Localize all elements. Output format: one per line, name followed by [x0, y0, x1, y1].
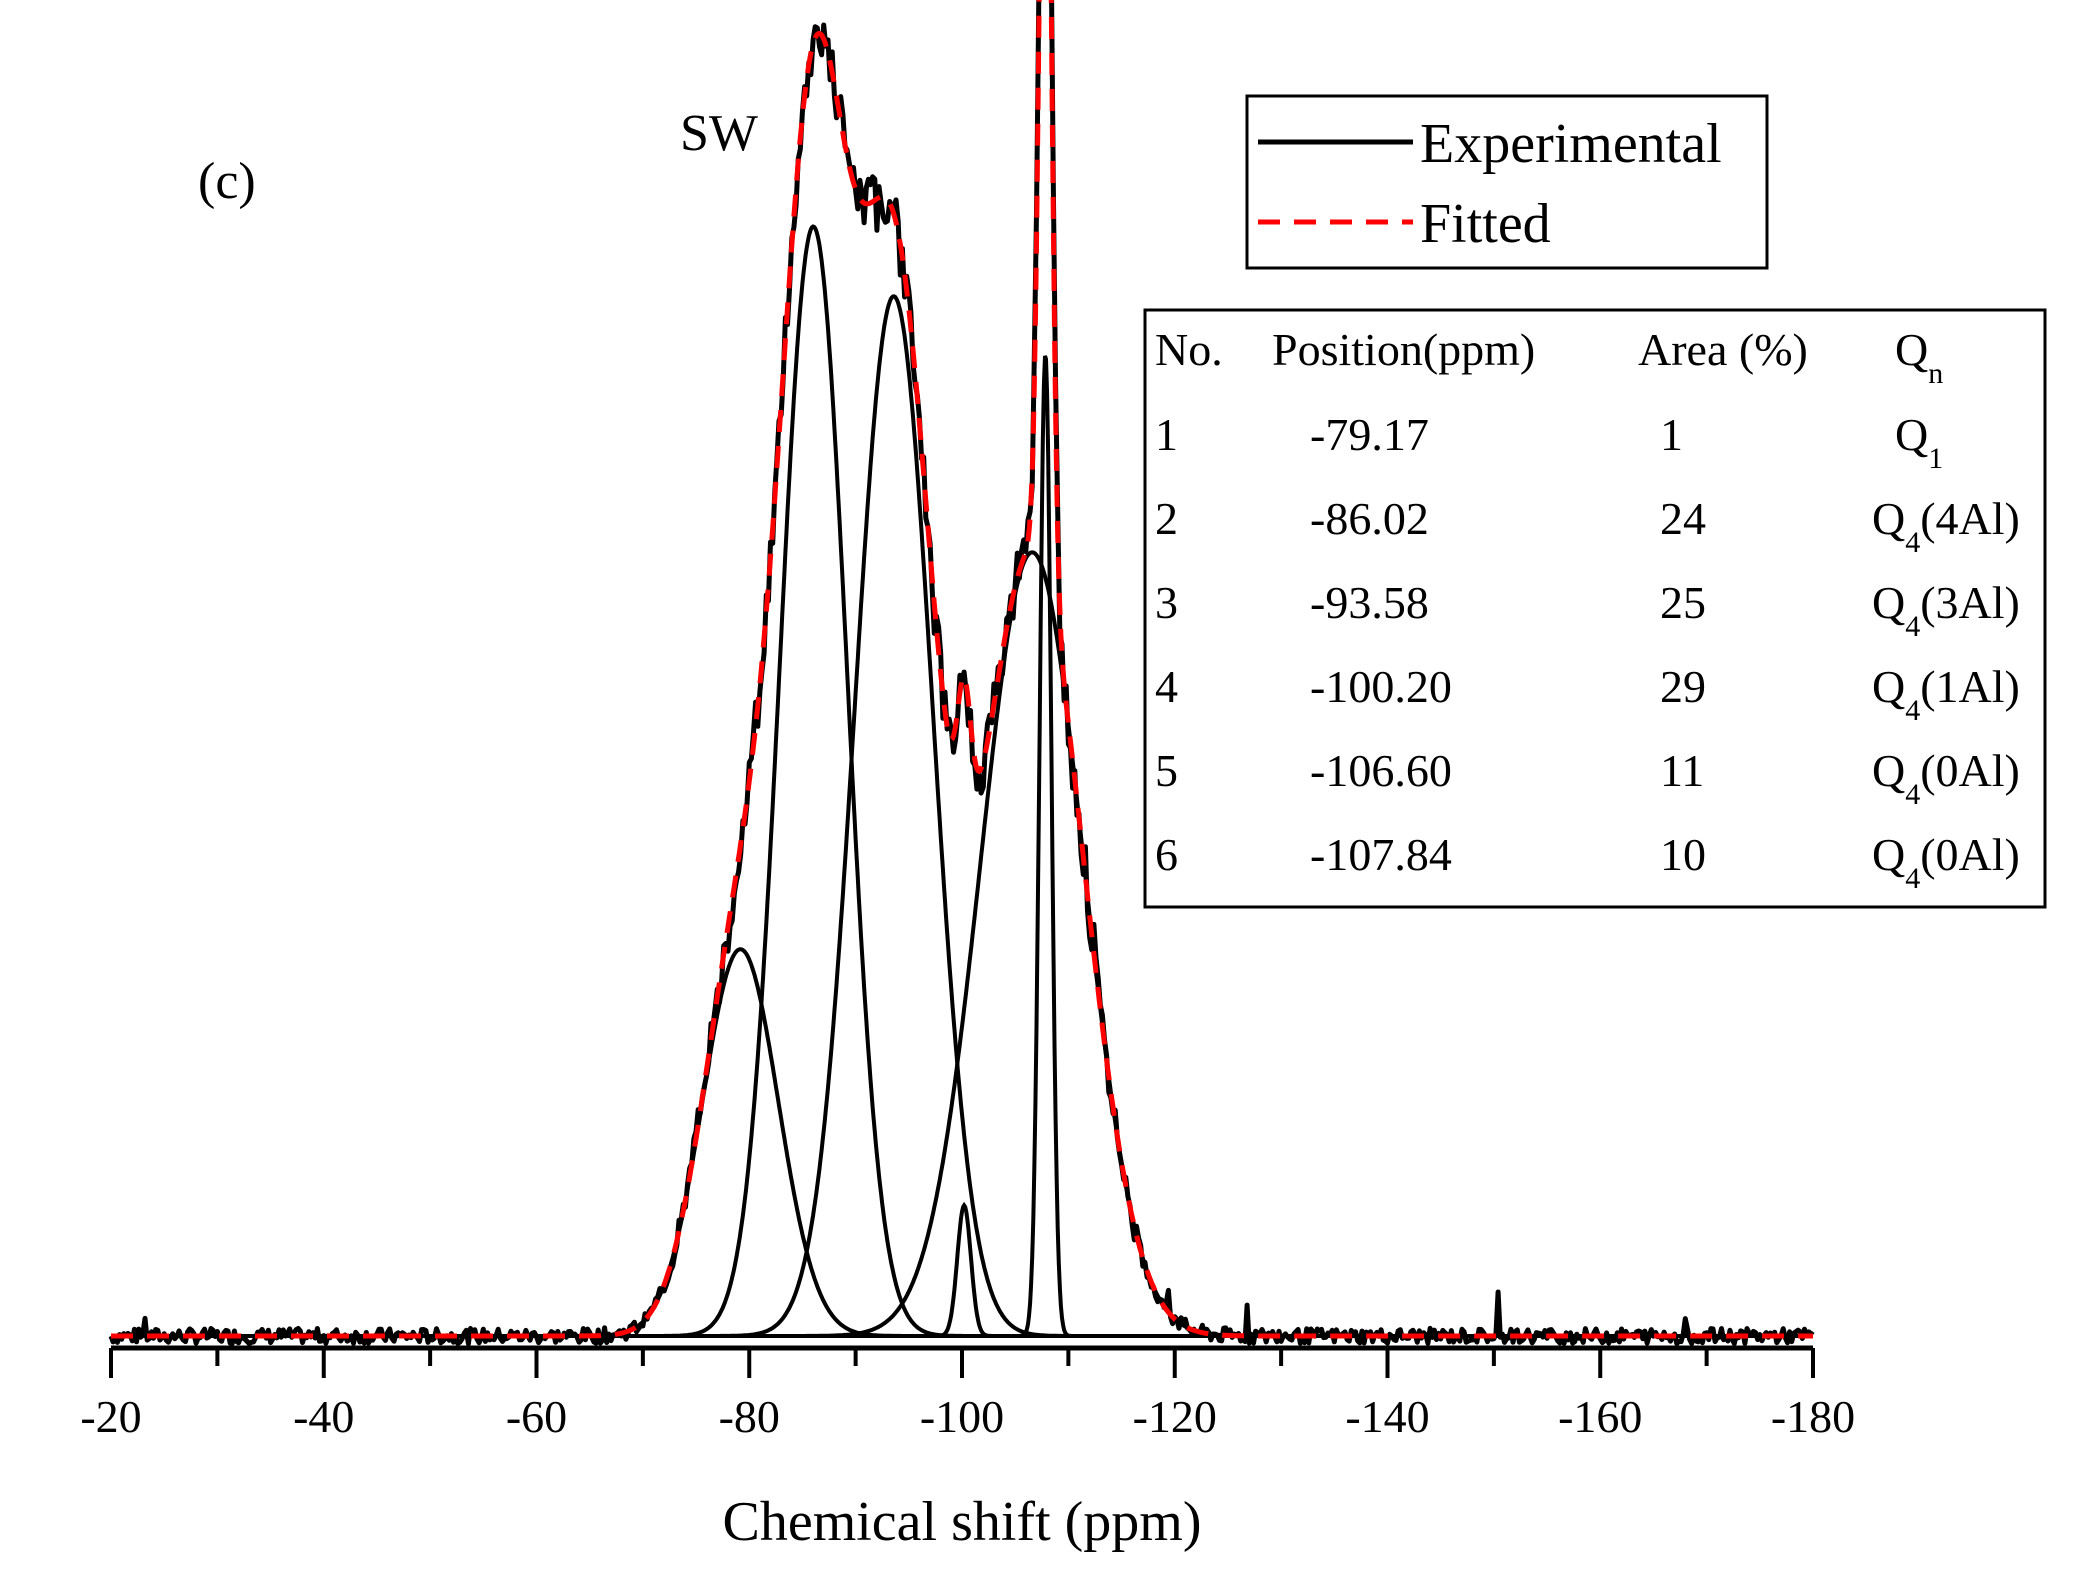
table-header-position: Position(ppm)	[1272, 324, 1535, 375]
x-tick-label: -140	[1345, 1391, 1429, 1442]
component-peak-1	[111, 947, 1813, 1338]
panel-label: (c)	[198, 153, 256, 210]
table-cell-q: Q4(4Al)	[1872, 493, 2020, 559]
table-cell-position: -79.17	[1310, 409, 1429, 460]
sample-label: SW	[680, 105, 758, 162]
x-tick-label: -20	[80, 1391, 141, 1442]
legend-label-fitted: Fitted	[1420, 193, 1551, 255]
table-cell-position: -100.20	[1310, 661, 1452, 712]
table-cell-area: 29	[1660, 661, 1706, 712]
table-box	[1143, 308, 2047, 909]
x-tick-label: -40	[293, 1391, 354, 1442]
table-cell-position: -93.58	[1310, 577, 1429, 628]
table-header-area: Area (%)	[1638, 324, 1808, 375]
table-rows: 1 -79.17 1 Q1 2 -86.02 24 Q4(4Al) 3 -93.58 25 Q4(3A…	[1155, 409, 2020, 895]
table-cell-no: 5	[1155, 745, 1178, 796]
table-cell-area: 24	[1660, 493, 1706, 544]
legend: Experimental Fitted	[1245, 94, 1769, 270]
table-cell-no: 6	[1155, 829, 1178, 880]
legend-label-experimental: Experimental	[1420, 113, 1722, 175]
table-header-no: No.	[1155, 324, 1223, 375]
x-axis-ticks: -20 -40 -60 -80 -100 -120 -140 -160 -180	[80, 1348, 1855, 1442]
fit-parameters-table: No. Position(ppm) Area (%) Qn 1 -79.17 1 Q1…	[1143, 308, 2047, 909]
table-cell-q: Q4(0Al)	[1872, 829, 2020, 895]
table-cell-area: 1	[1660, 409, 1683, 460]
table-cell-position: -106.60	[1310, 745, 1452, 796]
component-peak-4	[111, 1201, 1813, 1338]
x-axis-title: Chemical shift (ppm)	[722, 1491, 1201, 1553]
legend-box	[1245, 94, 1769, 270]
table-cell-q: Q4(0Al)	[1872, 745, 2020, 811]
x-tick-label: -80	[719, 1391, 780, 1442]
table-cell-q: Q4(3Al)	[1872, 577, 2020, 643]
table-cell-position: -86.02	[1310, 493, 1429, 544]
table-cell-no: 1	[1155, 409, 1178, 460]
table-cell-q: Q1	[1895, 409, 1943, 475]
x-tick-label: -60	[506, 1391, 567, 1442]
table-header-q-subscript: n	[1928, 357, 1943, 390]
table-cell-no: 2	[1155, 493, 1178, 544]
x-tick-label: -180	[1771, 1391, 1855, 1442]
table-cell-area: 25	[1660, 577, 1706, 628]
table-header-q-letter: Q	[1895, 324, 1928, 375]
x-tick-label: -160	[1558, 1391, 1642, 1442]
table-header-q: Qn	[1895, 324, 1943, 390]
table-cell-q: Q4(1Al)	[1872, 661, 2020, 727]
table-cell-area: 11	[1660, 745, 1704, 796]
table-cell-no: 3	[1155, 577, 1178, 628]
x-tick-label: -100	[920, 1391, 1004, 1442]
table-cell-position: -107.84	[1310, 829, 1452, 880]
table-cell-area: 10	[1660, 829, 1706, 880]
fitted-series-line	[111, 0, 1813, 1339]
x-tick-label: -120	[1133, 1391, 1217, 1442]
table-cell-no: 4	[1155, 661, 1178, 712]
